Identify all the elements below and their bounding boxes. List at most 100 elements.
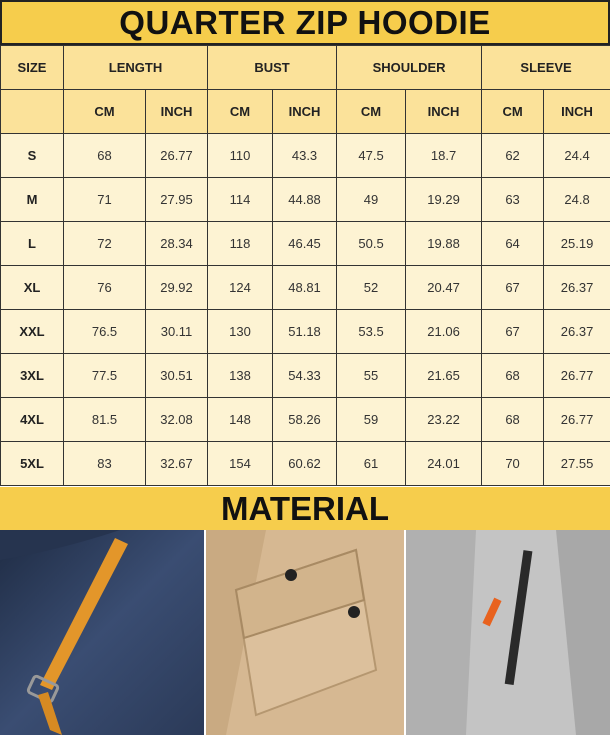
table-row: S 68 26.77 110 43.3 47.5 18.7 62 24.4 xyxy=(0,133,610,178)
size-cell: XXL xyxy=(0,309,64,354)
size-chart-table: SIZE LENGTH BUST SHOULDER SLEEVE CM INCH C… xyxy=(0,45,610,486)
table-row: 3XL 77.5 30.51 138 54.33 55 21.65 68 26.77 xyxy=(0,353,610,398)
measurement-cell: 59 xyxy=(336,397,407,442)
measurement-cell: 30.51 xyxy=(144,353,209,398)
material-photos xyxy=(0,530,610,735)
measurement-cell: 51.18 xyxy=(272,309,338,354)
measurement-cell: 18.7 xyxy=(405,133,483,178)
measurement-cell: 32.08 xyxy=(144,397,209,442)
measurement-cell: 27.55 xyxy=(543,441,610,486)
measurement-cell: 154 xyxy=(207,441,274,486)
measurement-cell: 24.01 xyxy=(405,441,483,486)
measurement-cell: 26.37 xyxy=(543,265,610,310)
size-cell: 4XL xyxy=(0,397,64,442)
measurement-cell: 58.26 xyxy=(272,397,338,442)
measurement-cell: 55 xyxy=(336,353,407,398)
measurement-cell: 83 xyxy=(63,441,146,486)
size-header: SIZE xyxy=(0,45,64,90)
unit-header: INCH xyxy=(272,89,338,134)
measurement-cell: 26.77 xyxy=(543,397,610,442)
measurement-cell: 32.67 xyxy=(144,441,209,486)
measurement-cell: 19.88 xyxy=(405,221,483,266)
group-header-bust: BUST xyxy=(207,45,338,90)
measurement-cell: 26.37 xyxy=(543,309,610,354)
measurement-cell: 72 xyxy=(63,221,146,266)
material-title: MATERIAL xyxy=(0,487,610,530)
measurement-cell: 110 xyxy=(207,133,274,178)
measurement-cell: 114 xyxy=(207,177,274,222)
measurement-cell: 77.5 xyxy=(63,353,146,398)
measurement-cell: 27.95 xyxy=(144,177,209,222)
measurement-cell: 21.65 xyxy=(405,353,483,398)
table-row: M 71 27.95 114 44.88 49 19.29 63 24.8 xyxy=(0,177,610,222)
measurement-cell: 24.4 xyxy=(543,133,610,178)
measurement-cell: 47.5 xyxy=(336,133,407,178)
measurement-cell: 68 xyxy=(481,353,545,398)
measurement-cell: 24.8 xyxy=(543,177,610,222)
measurement-cell: 70 xyxy=(481,441,545,486)
navy-pocket-photo xyxy=(0,530,204,735)
measurement-cell: 29.92 xyxy=(144,265,209,310)
measurement-cell: 21.06 xyxy=(405,309,483,354)
measurement-cell: 26.77 xyxy=(144,133,209,178)
measurement-cell: 60.62 xyxy=(272,441,338,486)
measurement-cell: 23.22 xyxy=(405,397,483,442)
measurement-cell: 64 xyxy=(481,221,545,266)
measurement-cell: 62 xyxy=(481,133,545,178)
size-cell: L xyxy=(0,221,64,266)
measurement-cell: 71 xyxy=(63,177,146,222)
measurement-cell: 44.88 xyxy=(272,177,338,222)
table-row: XXL 76.5 30.11 130 51.18 53.5 21.06 67 26.37 xyxy=(0,309,610,354)
table-row: XL 76 29.92 124 48.81 52 20.47 67 26.37 xyxy=(0,265,610,310)
measurement-cell: 81.5 xyxy=(63,397,146,442)
khaki-cargo-pocket-photo xyxy=(206,530,404,735)
measurement-cell: 148 xyxy=(207,397,274,442)
unit-header: CM xyxy=(481,89,545,134)
measurement-cell: 43.3 xyxy=(272,133,338,178)
measurement-cell: 124 xyxy=(207,265,274,310)
size-cell: XL xyxy=(0,265,64,310)
measurement-cell: 138 xyxy=(207,353,274,398)
measurement-cell: 130 xyxy=(207,309,274,354)
empty-header-cell xyxy=(0,89,64,134)
measurement-cell: 53.5 xyxy=(336,309,407,354)
measurement-cell: 26.77 xyxy=(543,353,610,398)
size-cell: 5XL xyxy=(0,441,64,486)
measurement-cell: 49 xyxy=(336,177,407,222)
unit-header: CM xyxy=(336,89,407,134)
table-row: 4XL 81.5 32.08 148 58.26 59 23.22 68 26.77 xyxy=(0,397,610,442)
measurement-cell: 76.5 xyxy=(63,309,146,354)
page-title: QUARTER ZIP HOODIE xyxy=(0,0,610,45)
measurement-cell: 76 xyxy=(63,265,146,310)
group-header-sleeve: SLEEVE xyxy=(481,45,610,90)
size-cell: 3XL xyxy=(0,353,64,398)
measurement-cell: 48.81 xyxy=(272,265,338,310)
measurement-cell: 68 xyxy=(481,397,545,442)
unit-header: INCH xyxy=(144,89,209,134)
measurement-cell: 28.34 xyxy=(144,221,209,266)
unit-header: INCH xyxy=(543,89,610,134)
measurement-cell: 30.11 xyxy=(144,309,209,354)
measurement-cell: 25.19 xyxy=(543,221,610,266)
measurement-cell: 118 xyxy=(207,221,274,266)
size-cell: S xyxy=(0,133,64,178)
measurement-cell: 54.33 xyxy=(272,353,338,398)
group-header-length: LENGTH xyxy=(62,45,209,90)
measurement-cell: 63 xyxy=(481,177,545,222)
size-cell: M xyxy=(0,177,64,222)
measurement-cell: 68 xyxy=(63,133,146,178)
measurement-cell: 20.47 xyxy=(405,265,483,310)
measurement-cell: 67 xyxy=(481,309,545,354)
table-row: 5XL 83 32.67 154 60.62 61 24.01 70 27.55 xyxy=(0,441,610,486)
grey-zip-pocket-photo xyxy=(406,530,610,735)
measurement-cell: 46.45 xyxy=(272,221,338,266)
table-row: L 72 28.34 118 46.45 50.5 19.88 64 25.19 xyxy=(0,221,610,266)
measurement-cell: 61 xyxy=(336,441,407,486)
unit-header: CM xyxy=(207,89,274,134)
group-header-shoulder: SHOULDER xyxy=(336,45,483,90)
unit-header: CM xyxy=(63,89,146,134)
measurement-cell: 19.29 xyxy=(405,177,483,222)
unit-header: INCH xyxy=(405,89,483,134)
measurement-cell: 67 xyxy=(481,265,545,310)
measurement-cell: 50.5 xyxy=(336,221,407,266)
